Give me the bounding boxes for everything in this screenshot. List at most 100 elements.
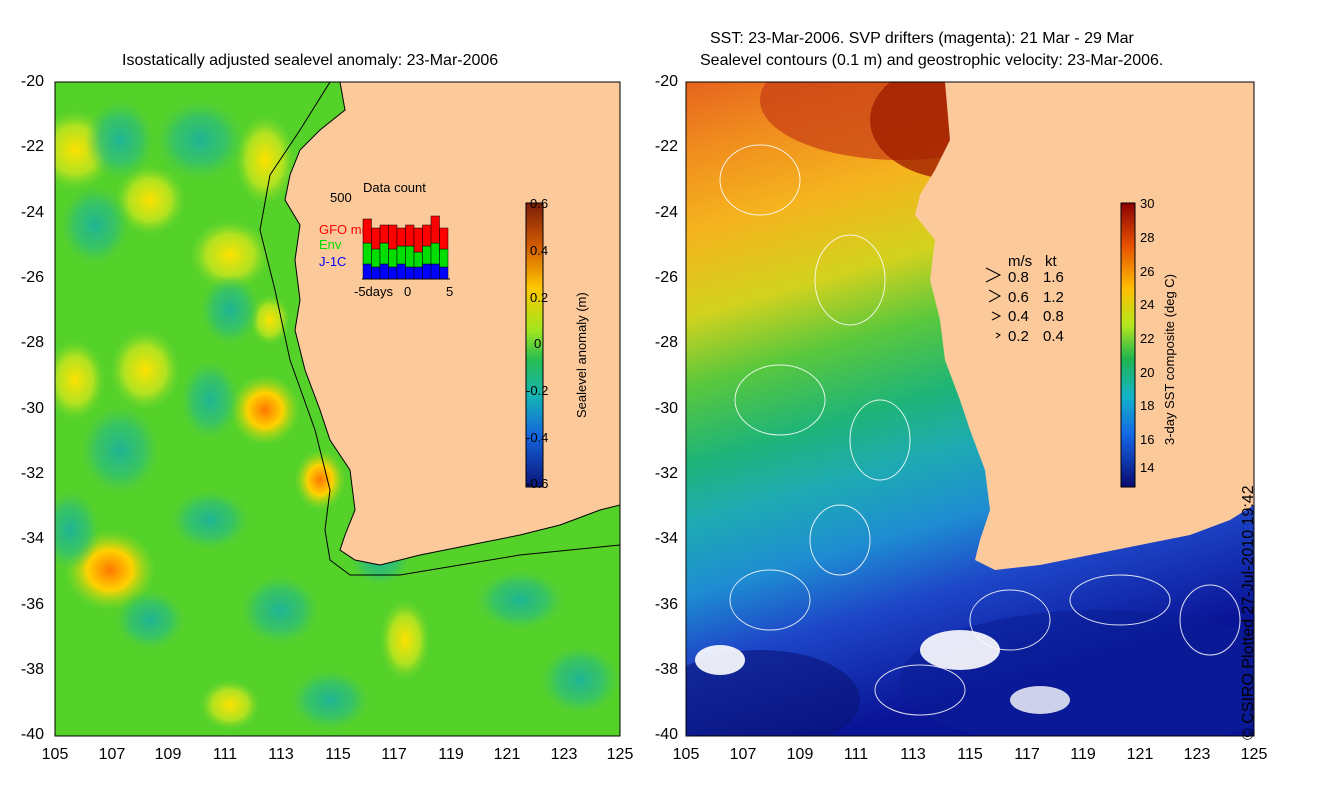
anomaly-field-blobs: [55, 100, 620, 730]
data-count-bar-j1: [371, 266, 381, 280]
velocity-row-2-ms: 0.6: [1008, 289, 1029, 306]
data-count-bar-j1: [405, 266, 415, 280]
right-y-tick: -20: [654, 73, 678, 90]
data-count-xlabel-zero: 0: [404, 284, 411, 299]
left-y-tick: -26: [20, 269, 44, 286]
velocity-row-1-ms: 0.8: [1008, 269, 1029, 286]
data-count-bar-env: [413, 251, 423, 268]
data-count-bar-gfo: [405, 224, 415, 247]
left-x-tick: 113: [268, 746, 294, 763]
right-x-tick: 119: [1070, 746, 1096, 763]
right-x-tick: 115: [957, 746, 983, 763]
sst-colorbar: [1120, 202, 1136, 488]
right-map-title-line1: SST: 23-Mar-2006. SVP drifters (magenta)…: [710, 30, 1134, 47]
left-y-tick: -20: [20, 73, 44, 90]
data-count-bar-j1: [439, 266, 449, 280]
anomaly-tick: 0.2: [530, 290, 549, 305]
data-count-bar-env: [439, 248, 449, 268]
shelf-line-left: [259, 82, 620, 576]
right-y-tick: -26: [654, 269, 678, 286]
right-x-tick: 109: [786, 746, 814, 763]
data-count-bar-gfo: [362, 218, 372, 244]
velocity-row-2-kt: 1.2: [1043, 289, 1064, 306]
data-count-bar-env: [405, 245, 415, 268]
anomaly-tick: -0.4: [526, 430, 549, 445]
right-x-tick: 117: [1014, 746, 1040, 763]
data-count-bar-gfo: [388, 224, 398, 250]
right-y-tick: -36: [654, 596, 678, 613]
left-y-tick: -38: [20, 661, 44, 678]
sst-tick: 16: [1140, 432, 1155, 447]
left-x-tick: 105: [41, 746, 69, 763]
data-count-bar-gfo: [430, 215, 440, 244]
anomaly-colorbar-label: Sealevel anomaly (m): [574, 292, 589, 418]
left-map-title: Isostatically adjusted sealevel anomaly:…: [122, 52, 499, 69]
data-count-xlabel-end: 5: [446, 284, 453, 299]
sst-tick: 22: [1140, 331, 1155, 346]
copyright-label: © CSIRO Plotted 27-Jul-2010 19:42: [1240, 485, 1257, 740]
data-count-bar-env: [396, 245, 406, 265]
right-x-tick: 123: [1183, 746, 1211, 763]
right-x-tick: 105: [672, 746, 700, 763]
sst-tick: 30: [1140, 196, 1155, 211]
left-y-tick: -34: [20, 530, 44, 547]
right-x-tick: 113: [900, 746, 926, 763]
legend-j1c: J-1C: [319, 254, 346, 269]
data-count-bar-j1: [362, 263, 372, 280]
left-x-tick: 117: [381, 746, 407, 763]
left-x-tick: 107: [98, 746, 126, 763]
velocity-row-4-ms: 0.2: [1008, 328, 1029, 345]
velocity-row-1-kt: 1.6: [1043, 269, 1064, 286]
data-count-bar-env: [379, 242, 389, 265]
left-x-tick: 123: [550, 746, 578, 763]
anomaly-tick: 0.6: [530, 196, 549, 211]
left-x-tick: 125: [606, 746, 634, 763]
left-y-tick: -24: [20, 204, 44, 221]
velocity-legend: m/s kt 0.8 1.6 0.6 1.2 0.4 0.8 0.2 0.4: [985, 253, 1064, 345]
sst-tick: 20: [1140, 365, 1155, 380]
left-x-tick: 121: [493, 746, 521, 763]
australia-land-right: [915, 82, 1254, 570]
right-y-tick: -34: [654, 530, 678, 547]
left-y-tick: -36: [20, 596, 44, 613]
anomaly-tick: 0: [534, 336, 542, 351]
left-x-tick: 115: [325, 746, 351, 763]
legend-env: Env: [319, 237, 342, 252]
data-count-title: Data count: [363, 180, 426, 195]
data-count-bar-gfo: [371, 227, 381, 250]
anomaly-tick: -0.6: [526, 476, 549, 491]
data-count-bar-j1: [430, 263, 440, 280]
right-x-tick: 121: [1126, 746, 1154, 763]
right-y-tick: -28: [654, 334, 678, 351]
legend-gfo: GFO mm: [319, 222, 372, 237]
data-count-inset: 500 Data count GFO mm Env J-1C -5days 0 …: [319, 180, 453, 299]
data-count-bar-gfo: [422, 224, 432, 247]
left-x-tick: 109: [154, 746, 182, 763]
anomaly-tick: 0.4: [530, 243, 549, 258]
right-y-tick: -40: [654, 726, 678, 743]
data-count-bar-j1: [413, 266, 423, 280]
data-count-bar-j1: [396, 263, 406, 280]
data-count-bar-j1: [422, 263, 432, 280]
sst-tick: 28: [1140, 230, 1155, 245]
velocity-row-3-ms: 0.4: [1008, 308, 1029, 325]
left-y-tick: -40: [20, 726, 44, 743]
data-count-bar-gfo: [439, 227, 449, 250]
left-x-tick: 119: [438, 746, 464, 763]
left-x-tick: 111: [212, 746, 238, 763]
data-count-bar-env: [362, 242, 372, 265]
left-y-tick: -28: [20, 334, 44, 351]
data-count-bar-env: [388, 248, 398, 268]
data-count-bar-env: [371, 248, 381, 268]
right-x-tick: 125: [1240, 746, 1268, 763]
left-y-tick: -30: [20, 400, 44, 417]
australia-land-left: [284, 82, 620, 566]
right-x-tick: 111: [843, 746, 869, 763]
velocity-header-ms: m/s: [1008, 253, 1032, 270]
velocity-header-kt: kt: [1045, 253, 1058, 270]
data-count-bar-gfo: [396, 227, 406, 247]
sst-tick: 26: [1140, 264, 1155, 279]
right-map-title-line2: Sealevel contours (0.1 m) and geostrophi…: [700, 52, 1164, 69]
data-count-bar-gfo: [379, 224, 389, 244]
right-y-tick: -32: [654, 465, 678, 482]
